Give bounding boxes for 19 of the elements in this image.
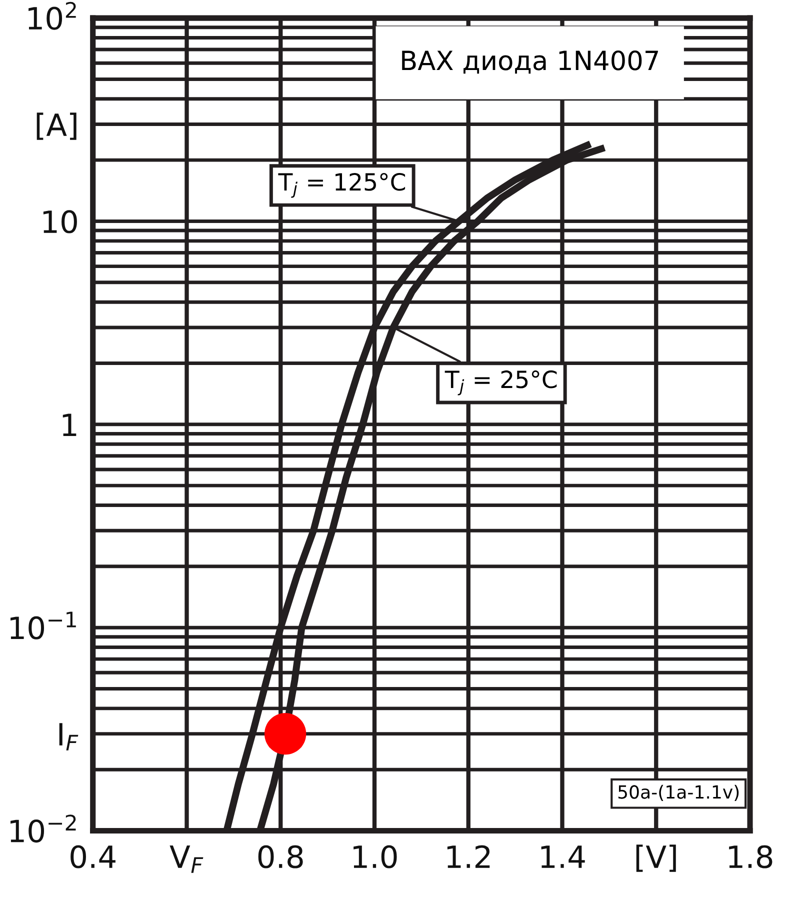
y-tick-label: [A]: [36, 112, 76, 140]
y-tick-label: 10: [43, 210, 77, 234]
y-tick-label: 10$^{−1}$: [10, 612, 76, 640]
y-tick-label: 1: [62, 414, 76, 436]
x-tick-label: V$_{F}$: [170, 846, 204, 873]
text: T$_{j}$ = 125°C: [278, 172, 406, 198]
x-tick-label: 1.4: [541, 846, 585, 868]
y-tick-label: I$_{F}$: [59, 723, 78, 750]
legend-label: T$_{j}$ = 25°C: [444, 370, 557, 396]
x-tick-label: 1.8: [729, 845, 772, 868]
x-tick-label: 1.0: [354, 845, 397, 868]
annotation: 50a-(1a-1.1v): [618, 784, 739, 801]
x-tick-label: 0.4: [70, 845, 116, 868]
x-tick-label: [V]: [636, 844, 676, 872]
x-tick-label: 1.2: [447, 845, 490, 868]
y-tick-label: 10$^{−2}$: [10, 814, 76, 843]
text: ВАХ диода 1N4007: [402, 50, 658, 74]
x-tick-label: 0.8: [258, 845, 303, 868]
y-tick-label: 10$^{2}$: [28, 2, 76, 30]
